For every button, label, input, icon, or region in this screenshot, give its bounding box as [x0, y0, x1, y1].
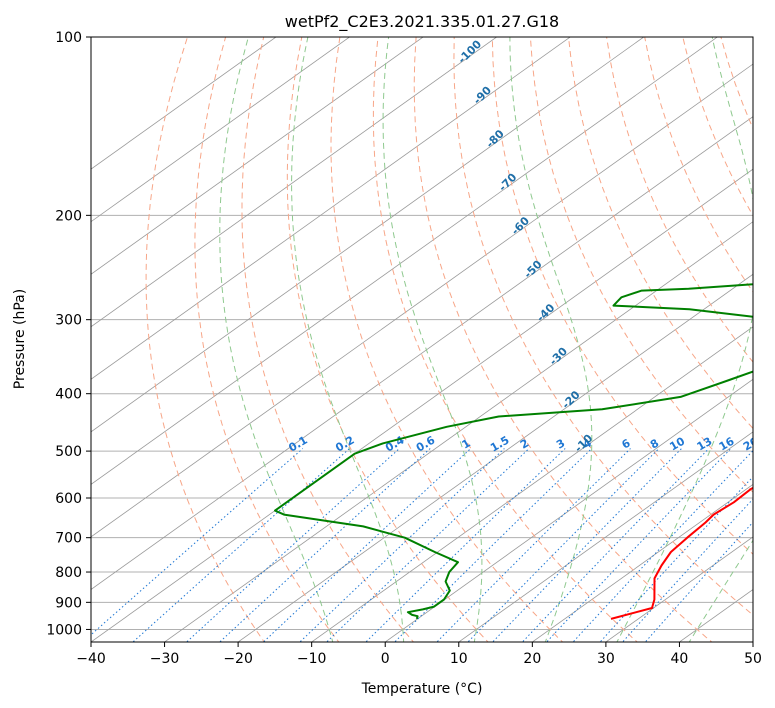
moist-adiabat-line	[509, 37, 593, 642]
dewpoint-profile-line	[274, 283, 753, 620]
y-tick-label: 300	[55, 313, 82, 329]
mixing-ratio-line	[365, 448, 566, 642]
y-tick-label: 500	[55, 444, 82, 460]
mixing-ratio-line	[262, 448, 472, 642]
y-tick-label: 700	[55, 531, 82, 547]
x-tick-label: 50	[744, 651, 762, 667]
isotherm-line	[91, 116, 753, 590]
dry-adiabat-line	[286, 37, 489, 642]
mixing-ratio-line	[545, 448, 732, 642]
y-tick-label: 1000	[46, 622, 82, 638]
moist-adiabat-line	[616, 37, 753, 642]
dry-adiabat-line	[453, 37, 753, 616]
mixing-ratio-line	[572, 449, 753, 642]
x-tick-label: 20	[523, 651, 541, 667]
dry-adiabat-line	[759, 37, 775, 644]
dry-adiabat-line	[241, 37, 415, 642]
isotherm-line	[91, 37, 719, 485]
isotherm-line	[237, 273, 753, 642]
isotherm-line	[91, 37, 424, 275]
dry-adiabat-line	[145, 37, 265, 642]
axes: −40 −30 −20 −10 0 10 20 30 40 50 100 200 300 400 500 60…	[46, 30, 762, 667]
x-tick-label: −40	[76, 651, 106, 667]
y-axis-title: Pressure (hPa)	[12, 289, 28, 389]
y-tick-label: 600	[55, 491, 82, 507]
plot-frame	[90, 36, 754, 643]
x-tick-label: 10	[450, 651, 468, 667]
chart-title: wetPf2_C2E3.2021.335.01.27.G18	[285, 12, 559, 32]
isotherm-line	[91, 37, 645, 433]
isotherm-line	[458, 431, 753, 642]
isotherm-line	[531, 483, 753, 642]
mixing-ratio-line	[599, 475, 753, 642]
isotherm-line	[310, 326, 753, 642]
mixing-ratio-label: 25	[766, 435, 775, 454]
mixing-ratio-line	[393, 448, 593, 642]
isotherm-line	[91, 63, 753, 538]
mixing-ratio-line	[467, 448, 660, 642]
isotherm-line	[91, 37, 277, 170]
dry-adiabat-line	[194, 37, 340, 642]
isotherm-line	[163, 221, 753, 642]
mixing-ratio-line	[491, 448, 682, 642]
isotherm-line	[384, 378, 753, 642]
moist-adiabat-line	[291, 37, 405, 642]
x-tick-label: 40	[671, 651, 689, 667]
mixing-ratio-line	[219, 448, 431, 642]
dry-adiabat-line	[491, 37, 753, 555]
dry-adiabat-line	[568, 37, 753, 430]
mixing-ratio-line	[91, 448, 304, 636]
x-tick-label: −30	[150, 651, 180, 667]
x-tick-label: −10	[297, 651, 327, 667]
mixing-ratio-line	[436, 448, 631, 642]
isotherm-line	[91, 37, 571, 380]
y-tick-label: 800	[55, 565, 82, 581]
dry-adiabat-line	[413, 37, 713, 642]
y-tick-label: 100	[55, 30, 82, 46]
x-tick-label: −20	[223, 651, 253, 667]
isotherm-line	[91, 168, 753, 642]
isotherm-line	[91, 37, 498, 328]
plot-background	[91, 37, 753, 642]
mixing-ratio-line	[185, 448, 400, 642]
x-tick-label: 30	[597, 651, 615, 667]
y-tick-label: 200	[55, 208, 82, 224]
temperature-profile-line	[610, 486, 753, 620]
x-tick-label: 0	[381, 651, 390, 667]
dry-adiabat-line	[372, 37, 638, 642]
profile-lines	[274, 283, 753, 620]
mixing-ratio-line	[521, 448, 710, 642]
x-axis-title: Temperature (°C)	[361, 681, 483, 697]
mixing-ratio-line	[621, 498, 753, 642]
isotherm-line	[91, 37, 351, 223]
dry-adiabat-line	[330, 37, 564, 642]
moist-adiabat-line	[382, 37, 483, 642]
y-tick-label: 400	[55, 387, 82, 403]
isotherm-line	[605, 536, 753, 642]
moist-adiabat-line	[219, 37, 334, 642]
y-tick-label: 900	[55, 595, 82, 611]
